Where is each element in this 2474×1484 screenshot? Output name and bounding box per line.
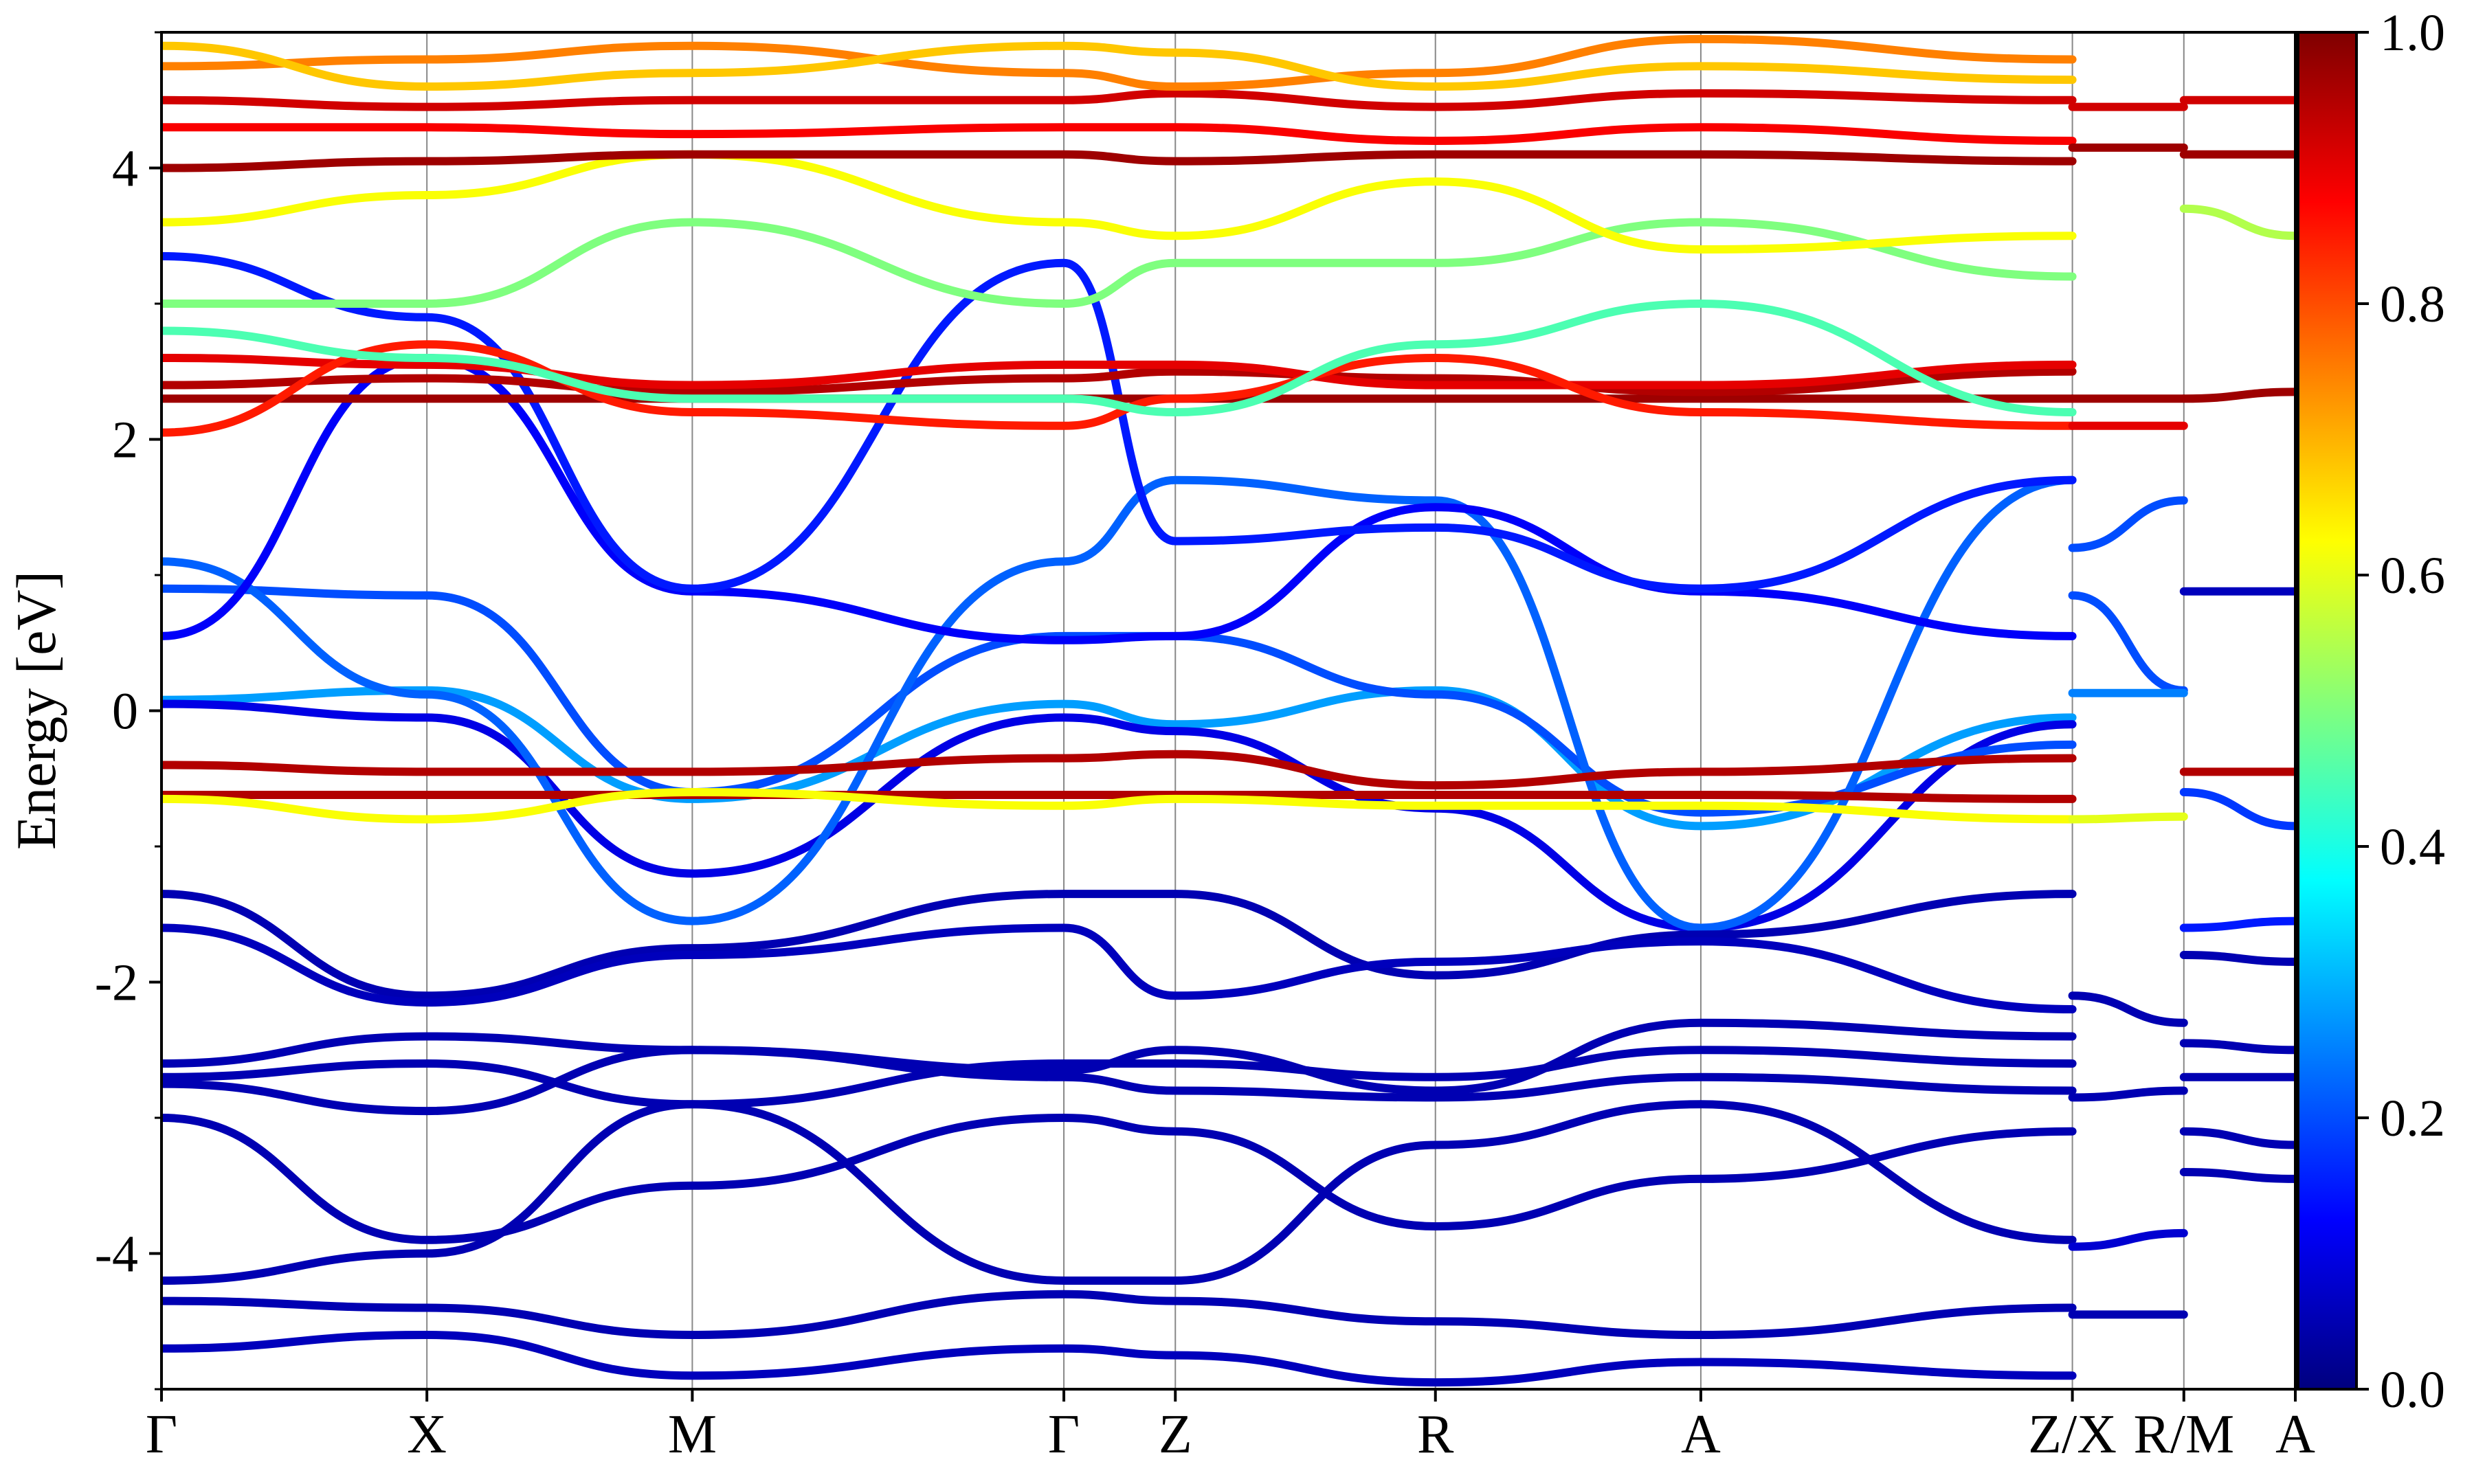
band-line [161, 89, 2077, 111]
band-line [161, 123, 2077, 146]
x-tick-label: R/M [2133, 1404, 2234, 1465]
energy-bands [161, 34, 2295, 1387]
band-line [2068, 1086, 2188, 1102]
band-line [161, 1018, 2077, 1095]
band-line [2068, 812, 2188, 824]
x-tick-label: R [1417, 1404, 1454, 1465]
x-tick-label: A [2275, 1404, 2315, 1465]
y-axis: -4 -2 0 2 4 [95, 31, 161, 1391]
band-line [161, 1330, 2077, 1387]
band-line [161, 299, 2077, 417]
band-line [2068, 991, 2188, 1027]
y-tick-label: -4 [95, 1226, 138, 1283]
band-line [161, 923, 2077, 1013]
band-line [161, 218, 2077, 308]
band-line [2068, 1228, 2188, 1251]
colorbar-tick-label: 0.4 [2380, 818, 2445, 876]
kpoint-gridlines [426, 32, 2185, 1389]
band-line [161, 367, 2077, 396]
band-line [2179, 1127, 2295, 1149]
x-tick-label: Z [1159, 1404, 1192, 1465]
band-line [161, 41, 2077, 91]
band-line [161, 354, 2077, 390]
band-line [161, 1290, 2077, 1340]
y-axis-label: Energy [eV] [5, 571, 67, 850]
colorbar-tick-label: 0.8 [2380, 276, 2445, 333]
band-line [2179, 1168, 2295, 1183]
y-tick-label: 2 [112, 412, 138, 469]
band-line [161, 686, 2077, 831]
band-line [2179, 917, 2295, 932]
x-tick-label: Z/X [2028, 1404, 2117, 1465]
band-line [161, 1113, 2077, 1244]
band-line [2068, 496, 2188, 552]
band-line [2179, 1039, 2295, 1055]
colorbar: 0.0 0.2 0.4 0.6 0.8 1.0 [2297, 4, 2445, 1419]
x-tick-label: M [668, 1404, 717, 1465]
band-line [2179, 788, 2295, 831]
band-line [161, 150, 2077, 172]
band-line [161, 150, 2077, 254]
y-tick-label: 0 [112, 683, 138, 741]
band-line [161, 475, 2077, 932]
y-tick-label: 4 [112, 140, 138, 198]
x-tick-label: Γ [1048, 1404, 1080, 1465]
band-line [161, 787, 2077, 824]
band-line [2179, 204, 2295, 240]
x-tick-label: Γ [146, 1404, 177, 1465]
band-line [161, 890, 2077, 1000]
colorbar-tick-label: 1.0 [2380, 4, 2445, 62]
x-axis: Γ X M Γ Z R A Z/X R/M A [146, 1389, 2315, 1465]
band-line [161, 1046, 2077, 1116]
y-tick-label: -2 [95, 954, 138, 1012]
x-tick-label: X [407, 1404, 447, 1465]
band-line [161, 34, 2077, 91]
band-line [161, 750, 2077, 790]
colorbar-axis: 0.0 0.2 0.4 0.6 0.8 1.0 [2356, 4, 2445, 1419]
band-line [161, 340, 2077, 437]
band-line [2179, 951, 2295, 966]
band-line [161, 1046, 2077, 1109]
band-line [2068, 591, 2188, 695]
x-tick-label: A [1681, 1404, 1721, 1465]
band-line [161, 790, 2077, 803]
band-line [2179, 387, 2295, 403]
colorbar-tick-label: 0.0 [2380, 1361, 2445, 1419]
band-line [161, 1100, 2077, 1285]
colorbar-gradient [2297, 31, 2358, 1391]
colorbar-tick-label: 0.6 [2380, 547, 2445, 605]
colorbar-tick-label: 0.2 [2380, 1090, 2445, 1147]
